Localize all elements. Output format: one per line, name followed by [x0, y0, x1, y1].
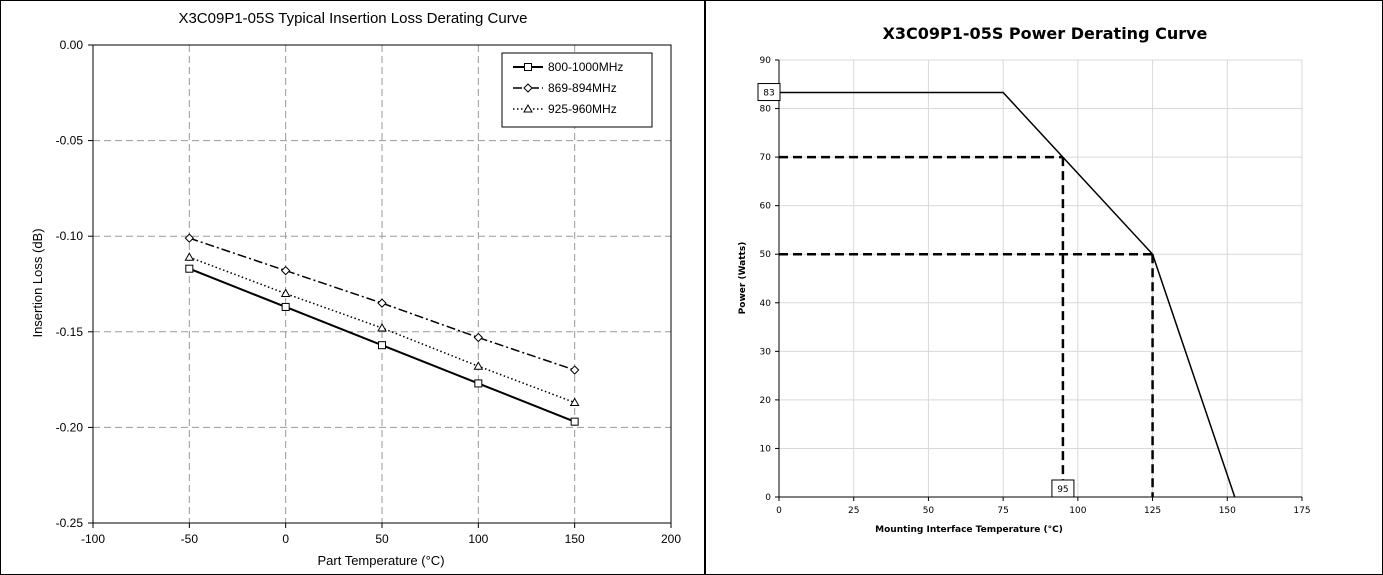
y-tick-label: -0.10 [56, 229, 84, 243]
x-tick-label: 100 [468, 532, 488, 546]
legend-label: 869-894MHz [548, 81, 617, 95]
y-axis-title: Insertion Loss (dB) [30, 228, 45, 337]
x-tick-label: 25 [848, 506, 859, 516]
y-tick-label: -0.15 [56, 325, 84, 339]
diamond-marker [569, 365, 580, 375]
x-tick-label: 0 [776, 506, 782, 516]
diamond-marker [280, 265, 291, 276]
x-tick-label: 150 [565, 532, 585, 546]
square-marker [185, 264, 194, 273]
derating-line [779, 91, 1236, 498]
diamond-marker [473, 332, 484, 343]
square-marker [281, 302, 290, 311]
annotation-box [1051, 479, 1075, 498]
triangle-marker [184, 252, 195, 261]
y-tick-label: 20 [760, 396, 772, 406]
triangle-marker [280, 288, 291, 298]
y-tick-label: 40 [760, 299, 772, 309]
diamond-marker [377, 298, 387, 308]
annotation-label: 95 [1057, 485, 1068, 495]
power-derating-chart-panel: X3C09P1-05S Power Derating Curve 0 10 20 30… [705, 0, 1383, 575]
chart-title: X3C09P1-05S Typical Insertion Loss Derat… [178, 10, 527, 27]
x-tick-label: 100 [1069, 506, 1086, 516]
y-tick-label: 90 [760, 56, 772, 66]
x-tick-label: 200 [661, 532, 681, 546]
x-tick-label: 50 [923, 506, 935, 516]
x-axis-title: Part Temperature (°C) [317, 553, 444, 568]
y-tick-label: 50 [760, 250, 772, 260]
triangle-marker [377, 322, 387, 332]
legend: 800-1000MHz 869-894MHz 925-960MHz [501, 52, 653, 128]
square-marker [524, 63, 532, 71]
insertion-loss-chart: X3C09P1-05S Typical Insertion Loss Derat… [30, 10, 681, 568]
annotation-box [757, 83, 781, 102]
x-tick-label: 50 [375, 532, 389, 546]
x-tick-label: 0 [282, 532, 289, 546]
square-marker [378, 341, 386, 350]
annotation-label: 83 [763, 89, 774, 99]
y-tick-label: 10 [760, 444, 772, 454]
diamond-marker [184, 233, 195, 243]
legend-label: 925-960MHz [548, 102, 617, 116]
chart-title: X3C09P1-05S Power Derating Curve [883, 24, 1208, 43]
y-tick-label: -0.25 [56, 516, 84, 530]
x-axis-title: Mounting Interface Temperature (°C) [875, 525, 1063, 535]
x-tick-label: -100 [81, 532, 105, 546]
y-tick-label: -0.20 [56, 420, 84, 434]
y-tick-label: 80 [760, 105, 772, 115]
y-tick-label: -0.05 [56, 134, 84, 148]
y-tick-label: 0 [765, 493, 771, 503]
insertion-loss-chart-panel: X3C09P1-05S Typical Insertion Loss Derat… [0, 0, 705, 575]
x-tick-label: 150 [1219, 506, 1236, 516]
legend-label: 800-1000MHz [548, 60, 623, 74]
diamond-marker [523, 83, 533, 93]
triangle-marker [569, 397, 580, 407]
y-tick-label: 0.00 [60, 38, 84, 52]
x-tick-label: 75 [997, 506, 1008, 516]
x-tick-label: 125 [1144, 506, 1161, 516]
triangle-marker [523, 103, 533, 113]
square-marker [474, 379, 483, 388]
y-tick-label: 60 [760, 202, 772, 212]
y-tick-label: 30 [760, 347, 772, 357]
x-tick-label: 175 [1293, 506, 1310, 516]
triangle-marker [473, 361, 484, 370]
x-tick-label: -50 [181, 532, 199, 546]
square-marker [570, 417, 579, 426]
power-derating-chart: X3C09P1-05S Power Derating Curve 0 10 20 30… [738, 24, 1311, 535]
y-tick-label: 70 [760, 153, 772, 163]
plot-border [92, 44, 672, 524]
y-axis-title: Power (Watts) [738, 242, 748, 315]
